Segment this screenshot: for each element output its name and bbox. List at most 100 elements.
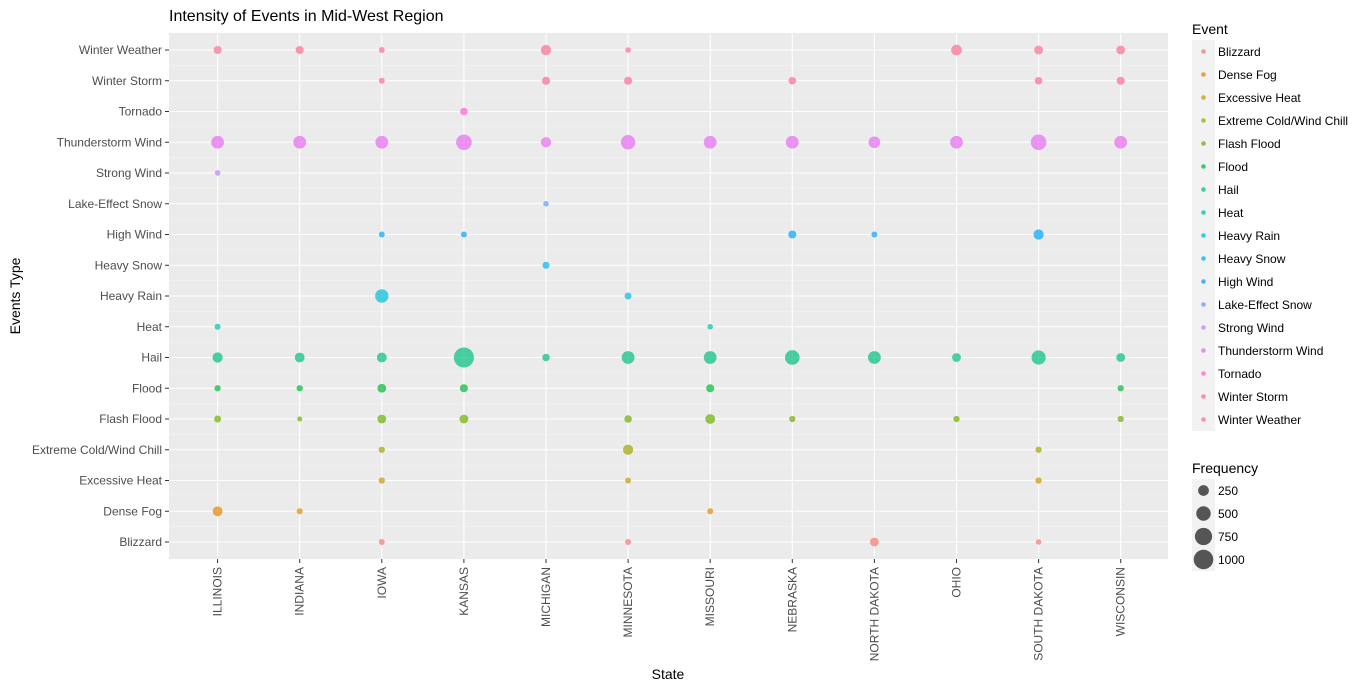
size-legend-label: 750 [1218,530,1238,544]
legend-key-dot [1201,417,1206,422]
legend-key-dot [1201,233,1206,238]
data-point [625,539,632,545]
y-tick-label: Flash Flood [99,412,162,426]
y-tick-label: High Wind [107,228,162,242]
legend-key-dot [1201,279,1206,284]
data-point [459,414,469,424]
y-tick-label: Excessive Heat [79,474,162,488]
event-legend-title: Event [1192,21,1228,37]
data-point [624,76,633,85]
data-point [378,477,385,484]
y-tick-label: Winter Weather [79,43,162,57]
legend-key-dot [1201,164,1206,169]
data-point [705,414,716,424]
legend-label: Heat [1218,206,1244,220]
data-point [1030,134,1047,151]
x-tick-label: WISCONSIN [1114,567,1128,636]
data-point [377,383,387,393]
data-point [867,351,881,364]
data-point [460,231,467,238]
data-points [211,44,1128,547]
legend-label: Dense Fog [1218,68,1277,82]
data-point [1034,45,1043,55]
data-point [378,77,385,84]
data-point [703,135,717,149]
legend-label: Heavy Rain [1218,229,1280,243]
y-tick-label: Strong Wind [96,166,162,180]
frequency-legend-title: Frequency [1192,460,1258,476]
data-point [951,44,962,56]
legend-key-dot [1201,371,1206,376]
data-point [625,47,631,53]
data-point [377,414,387,424]
data-point [211,135,225,149]
x-tick-label: MICHIGAN [539,567,553,627]
y-tick-label: Winter Storm [92,74,162,88]
x-tick-label: NEBRASKA [785,567,799,632]
data-point [453,347,474,368]
data-point [622,444,634,455]
x-tick-label: IOWA [375,567,389,599]
legend-label: Extreme Cold/Wind Chill [1218,114,1348,128]
data-point [624,415,632,423]
legend-key-dot [1201,348,1206,353]
y-axis-label: Events Type [7,257,23,334]
data-point [868,136,881,149]
legend-label: Excessive Heat [1218,91,1301,105]
legend-label: Hail [1218,183,1239,197]
x-tick-label: SOUTH DAKOTA [1032,567,1046,661]
data-point [540,44,552,56]
data-point [952,353,961,362]
legend-key-dot [1201,141,1206,146]
data-point [1114,135,1128,149]
data-point [788,230,797,239]
data-point [293,135,307,149]
legend-key-dot [1201,256,1206,261]
legend-key-dot [1201,302,1206,307]
data-point [1035,446,1042,453]
x-tick-label: MINNESOTA [621,567,635,637]
size-legend-label: 500 [1218,507,1238,521]
data-point [707,508,714,515]
data-point [378,446,385,453]
data-point [1035,477,1042,484]
data-point [1116,45,1126,55]
data-point [1035,539,1042,545]
data-point [212,352,223,363]
data-point [212,506,223,517]
data-point [296,385,303,392]
chart-title: Intensity of Events in Mid-West Region [169,8,444,25]
y-tick-label: Lake-Effect Snow [68,197,162,211]
size-legend-label: 1000 [1218,553,1245,567]
legend-label: Thunderstorm Wind [1218,344,1323,358]
data-point [543,200,549,207]
x-tick-label: MISSOURI [703,567,717,626]
legend-label: Tornado [1218,367,1262,381]
size-legend-label: 250 [1218,484,1238,498]
data-point [295,45,304,55]
data-point [1031,350,1046,365]
legend-label: Winter Storm [1218,390,1288,404]
data-point [540,137,552,148]
data-point [214,170,221,176]
data-point [1116,76,1125,85]
data-point [784,350,800,365]
size-legend-dot [1194,527,1213,546]
legend-label: Flood [1218,160,1248,174]
data-point [620,135,636,150]
legend-label: Winter Weather [1218,413,1301,427]
data-point [789,415,796,423]
data-point [297,416,303,422]
data-point [707,323,713,330]
data-point [456,134,472,151]
data-point [1116,353,1126,362]
size-legend-dot [1193,549,1214,570]
grid-lines [169,33,1168,559]
data-point [1034,76,1043,85]
y-tick-label: Thunderstorm Wind [57,135,162,149]
data-point [621,351,635,364]
legend-label: Flash Flood [1218,137,1281,151]
y-tick-label: Flood [132,381,162,395]
x-tick-label: ILLINOIS [211,567,225,616]
legend-key-dot [1201,187,1206,192]
